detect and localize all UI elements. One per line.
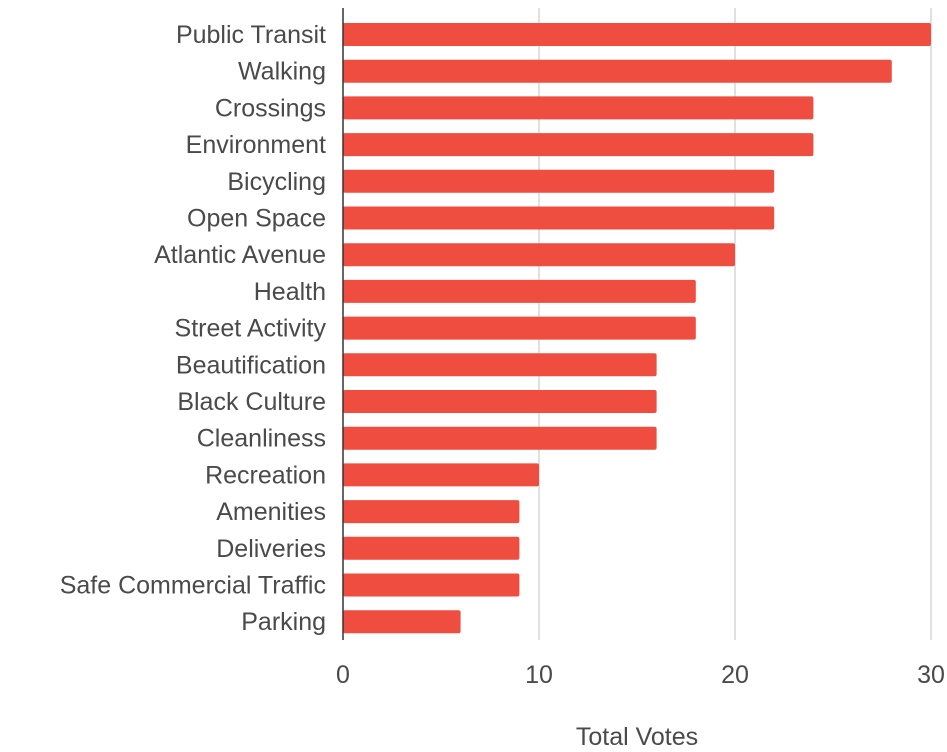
category-label: Deliveries: [216, 535, 326, 563]
bar: [343, 500, 520, 524]
category-label: Parking: [241, 608, 326, 636]
x-tick-label: 20: [721, 661, 749, 689]
category-label: Atlantic Avenue: [154, 241, 326, 269]
category-label: Amenities: [216, 498, 326, 526]
bar: [343, 353, 657, 377]
x-tick-label: 30: [917, 661, 945, 689]
category-label: Recreation: [205, 461, 326, 489]
category-label: Bicycling: [227, 168, 326, 196]
x-tick-label: 10: [525, 661, 553, 689]
category-label: Open Space: [187, 205, 326, 233]
bar: [343, 573, 520, 597]
category-label: Beautification: [176, 351, 326, 379]
x-tick-label: 0: [336, 661, 350, 689]
bar: [343, 23, 931, 46]
bar: [343, 279, 696, 303]
category-label: Walking: [238, 58, 326, 86]
category-label: Black Culture: [177, 388, 326, 416]
category-label: Environment: [186, 131, 326, 159]
bar: [343, 610, 461, 634]
bar: [343, 206, 775, 230]
bars: [343, 23, 931, 634]
bar: [343, 96, 814, 120]
category-label: Health: [254, 278, 326, 306]
bar: [343, 133, 814, 157]
bar: [343, 316, 696, 340]
bar: [343, 59, 892, 83]
x-axis-title: Total Votes: [576, 723, 698, 747]
category-label: Street Activity: [175, 315, 327, 343]
category-label: Cleanliness: [197, 425, 326, 453]
category-label: Safe Commercial Traffic: [60, 572, 326, 600]
category-label: Public Transit: [176, 21, 326, 49]
bar: [343, 463, 539, 487]
bar: [343, 169, 775, 193]
category-labels: Public Transit Walking Crossings Environmen…: [60, 21, 327, 636]
bar: [343, 426, 657, 450]
bar: [343, 243, 735, 267]
category-label: Crossings: [215, 94, 326, 122]
bar: [343, 390, 657, 413]
bar: [343, 536, 520, 560]
x-tick-labels: 0 10 20 30: [336, 661, 945, 689]
